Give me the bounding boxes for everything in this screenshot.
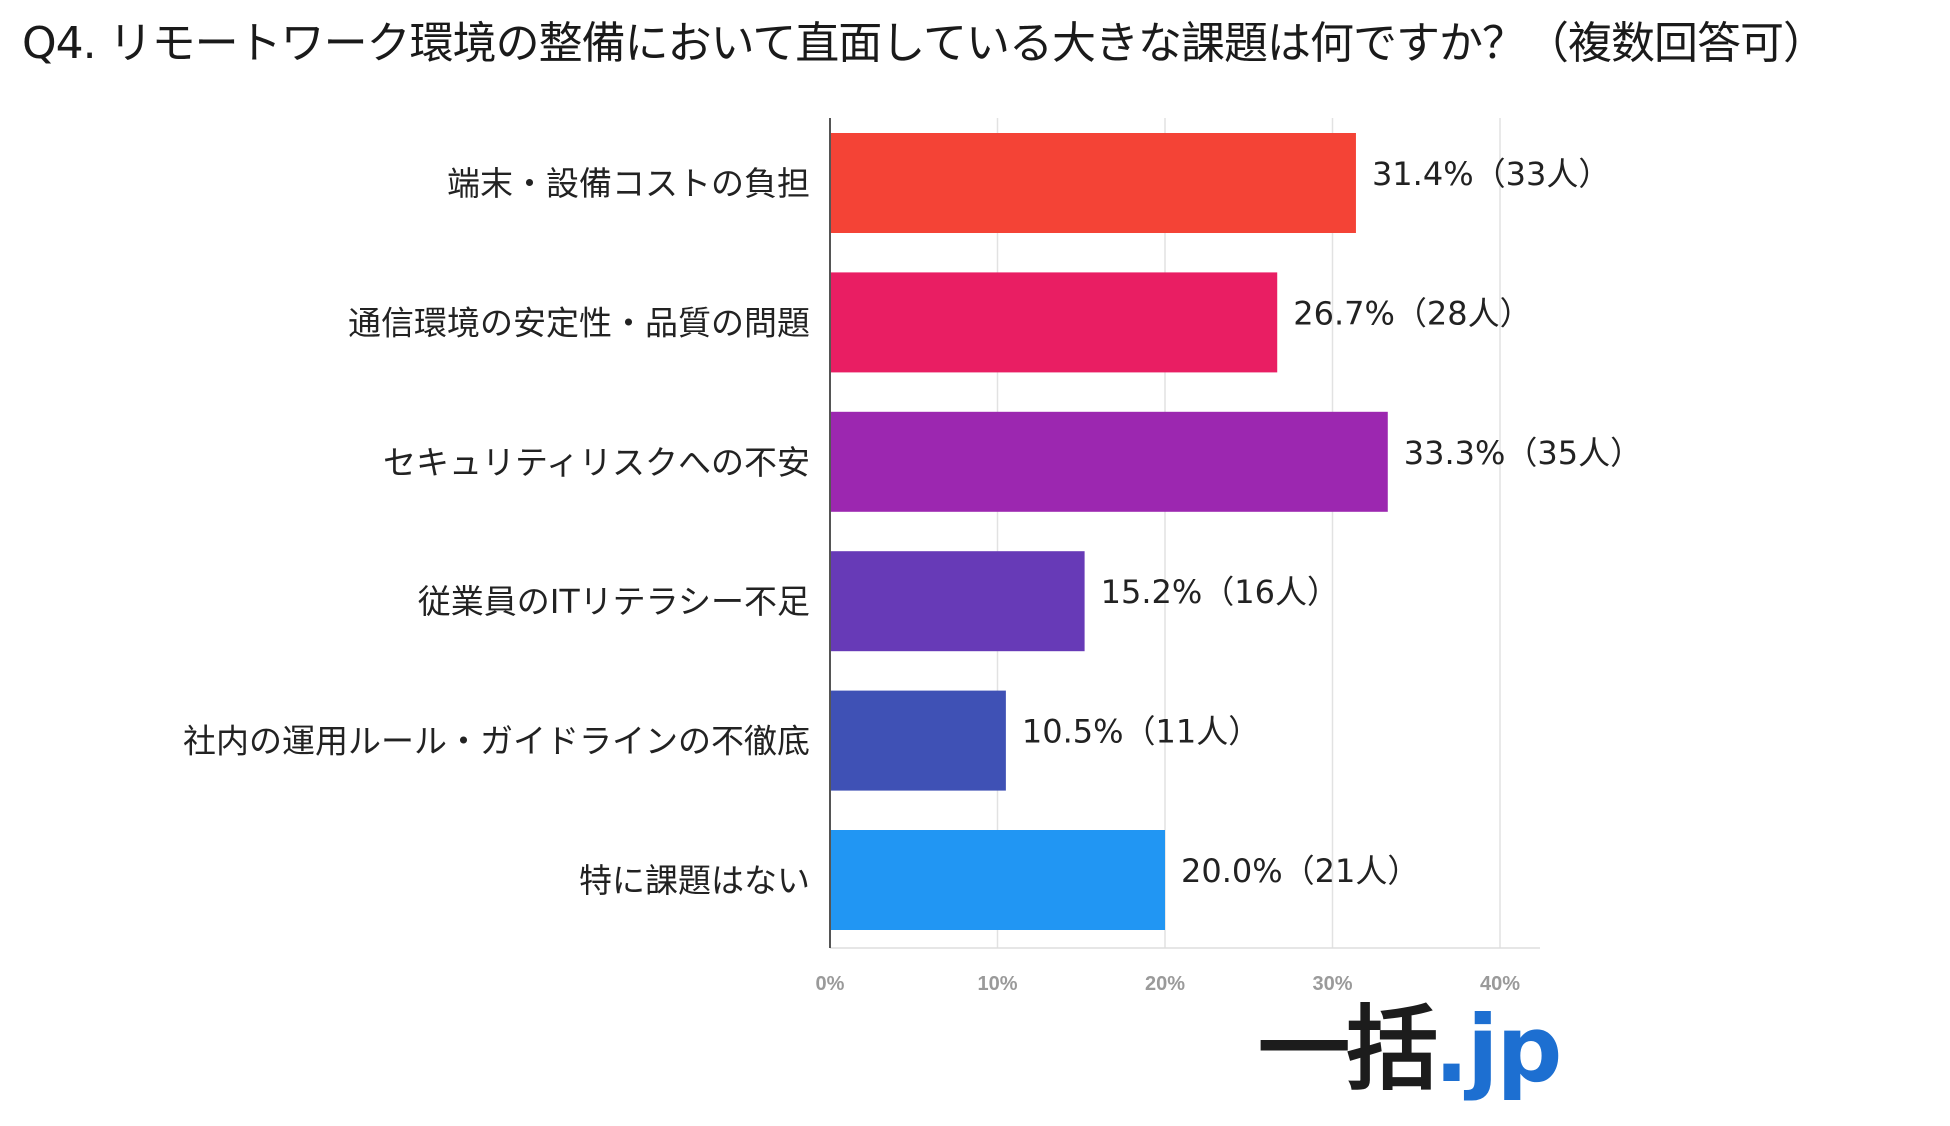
label-layer: 端末・設備コストの負担 31.4%（33人） 通信環境の安定性・品質の問題 26.7%…	[183, 155, 1642, 900]
bar	[830, 690, 1006, 791]
category-label: 従業員のITリテラシー不足	[418, 582, 810, 621]
category-label: 社内の運用ルール・ガイドラインの不徹底	[183, 722, 810, 761]
x-tick-label: 30%	[1312, 973, 1352, 995]
logo-tld-text: .jp	[1434, 996, 1562, 1103]
x-tick-label: 0%	[816, 973, 845, 995]
x-tick-label: 10%	[977, 973, 1017, 995]
category-label: 通信環境の安定性・品質の問題	[348, 303, 810, 342]
bar-chart: 端末・設備コストの負担 31.4%（33人） 通信環境の安定性・品質の問題 26.7%…	[183, 118, 1642, 995]
category-label: セキュリティリスクへの不安	[383, 443, 810, 482]
bar	[830, 411, 1388, 512]
brand-logo: 一括.jp	[1258, 1000, 1562, 1110]
bar	[830, 133, 1356, 233]
data-label: 33.3%（35人）	[1404, 434, 1642, 472]
bar	[830, 551, 1085, 652]
x-tick-label: 20%	[1145, 973, 1185, 995]
x-tick-label: 40%	[1480, 973, 1520, 995]
bar	[830, 272, 1278, 373]
data-label: 31.4%（33人）	[1372, 155, 1610, 193]
data-label: 20.0%（21人）	[1181, 852, 1419, 890]
grid-layer	[830, 118, 1540, 949]
bar-layer	[830, 133, 1388, 930]
category-label: 特に課題はない	[579, 861, 810, 900]
data-label: 15.2%（16人）	[1101, 573, 1339, 611]
bar	[830, 830, 1165, 930]
category-label: 端末・設備コストの負担	[447, 164, 810, 203]
logo-main-text: 一括	[1258, 996, 1438, 1103]
data-label: 10.5%（11人）	[1022, 713, 1260, 751]
tick-layer: 0% 10% 20% 30% 40%	[816, 118, 1520, 995]
chart-title: Q4. リモートワーク環境の整備において直面している大きな課題は何ですか？（複数…	[22, 18, 1827, 69]
data-label: 26.7%（28人）	[1293, 294, 1531, 332]
